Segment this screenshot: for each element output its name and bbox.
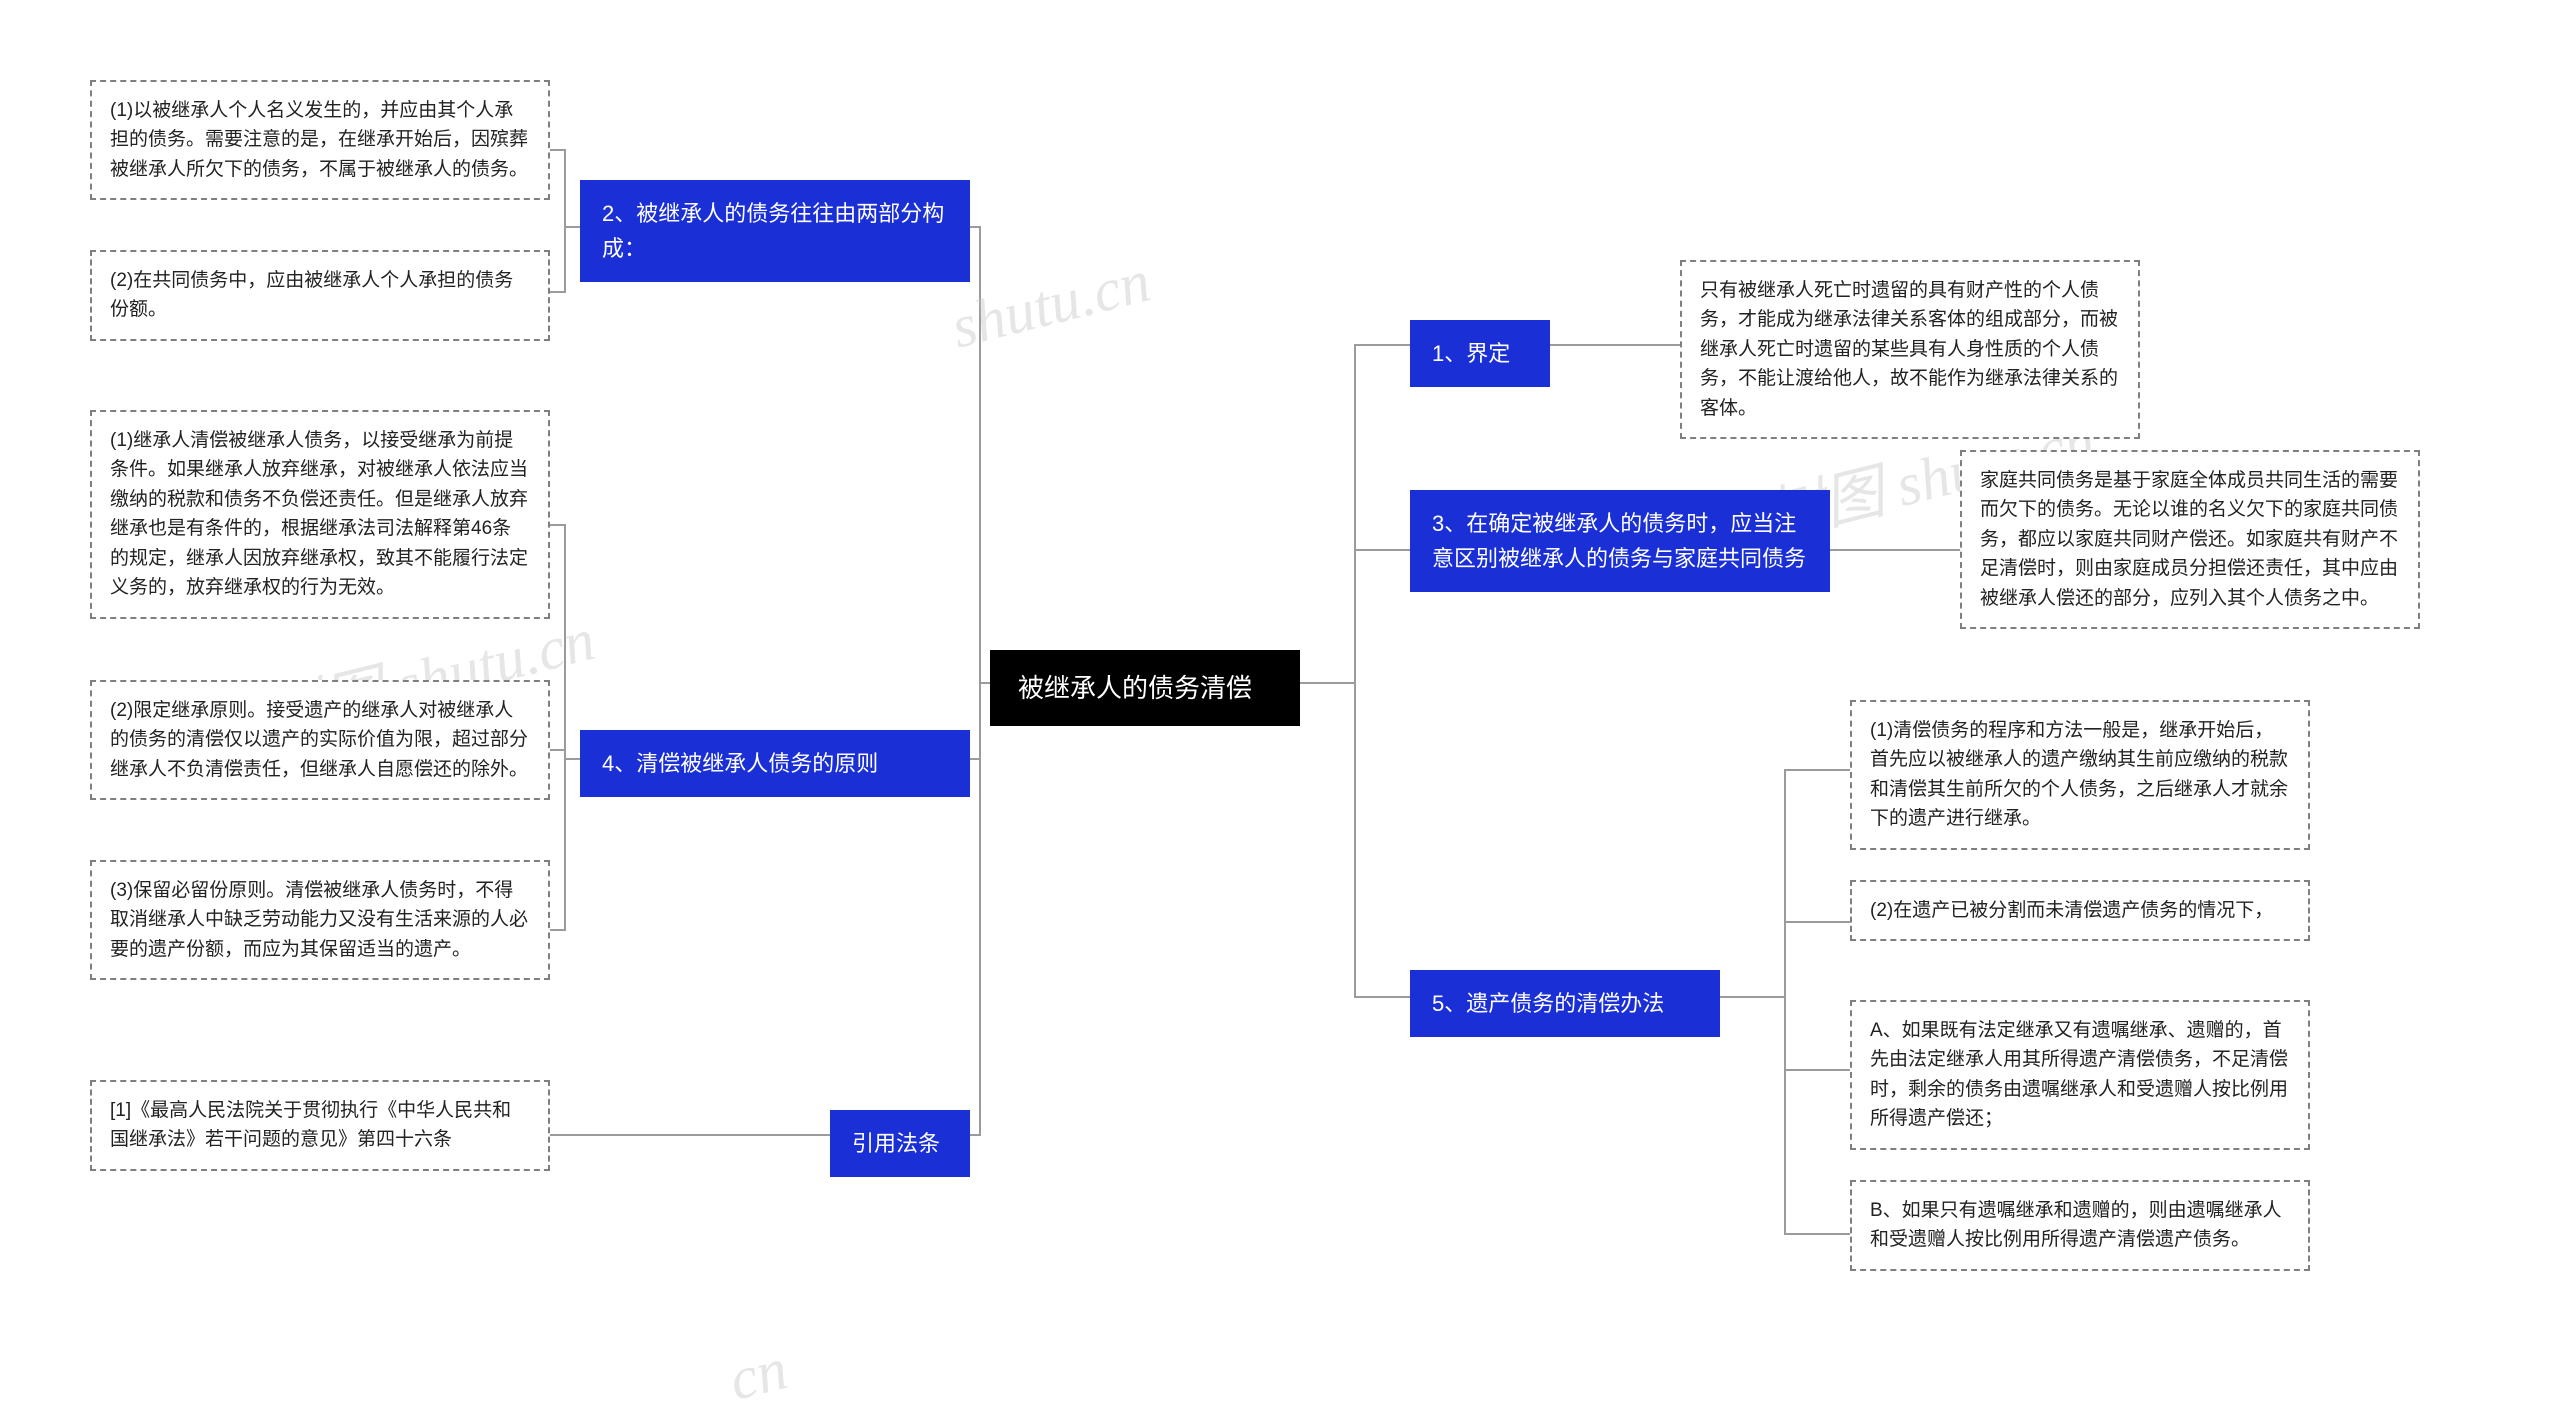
leaf-node: [1]《最高人民法院关于贯彻执行《中华人民共和国继承法》若干问题的意见》第四十六… — [90, 1080, 550, 1171]
branch-node: 3、在确定被继承人的债务时，应当注意区别被继承人的债务与家庭共同债务 — [1410, 490, 1830, 592]
branch-node: 5、遗产债务的清偿办法 — [1410, 970, 1720, 1037]
branch-node: 引用法条 — [830, 1110, 970, 1177]
leaf-node: (1)继承人清偿被继承人债务，以接受继承为前提条件。如果继承人放弃继承，对被继承… — [90, 410, 550, 619]
leaf-node: (3)保留必留份原则。清偿被继承人债务时，不得取消继承人中缺乏劳动能力又没有生活… — [90, 860, 550, 980]
leaf-node: 家庭共同债务是基于家庭全体成员共同生活的需要而欠下的债务。无论以谁的名义欠下的家… — [1960, 450, 2420, 629]
branch-node: 2、被继承人的债务往往由两部分构成： — [580, 180, 970, 282]
branch-node: 1、界定 — [1410, 320, 1550, 387]
root-node: 被继承人的债务清偿 — [990, 650, 1300, 726]
leaf-node: (2)在遗产已被分割而未清偿遗产债务的情况下， — [1850, 880, 2310, 941]
leaf-node: 只有被继承人死亡时遗留的具有财产性的个人债务，才能成为继承法律关系客体的组成部分… — [1680, 260, 2140, 439]
leaf-node: A、如果既有法定继承又有遗嘱继承、遗赠的，首先由法定继承人用其所得遗产清偿债务，… — [1850, 1000, 2310, 1150]
leaf-node: B、如果只有遗嘱继承和遗赠的，则由遗嘱继承人和受遗赠人按比例用所得遗产清偿遗产债… — [1850, 1180, 2310, 1271]
leaf-node: (2)在共同债务中，应由被继承人个人承担的债务份额。 — [90, 250, 550, 341]
watermark-4: cn — [722, 1334, 794, 1415]
leaf-node: (1)以被继承人个人名义发生的，并应由其个人承担的债务。需要注意的是，在继承开始… — [90, 80, 550, 200]
branch-node: 4、清偿被继承人债务的原则 — [580, 730, 970, 797]
leaf-node: (2)限定继承原则。接受遗产的继承人对被继承人的债务的清偿仅以遗产的实际价值为限… — [90, 680, 550, 800]
watermark-3: shutu.cn — [945, 247, 1157, 363]
leaf-node: (1)清偿债务的程序和方法一般是，继承开始后，首先应以被继承人的遗产缴纳其生前应… — [1850, 700, 2310, 850]
